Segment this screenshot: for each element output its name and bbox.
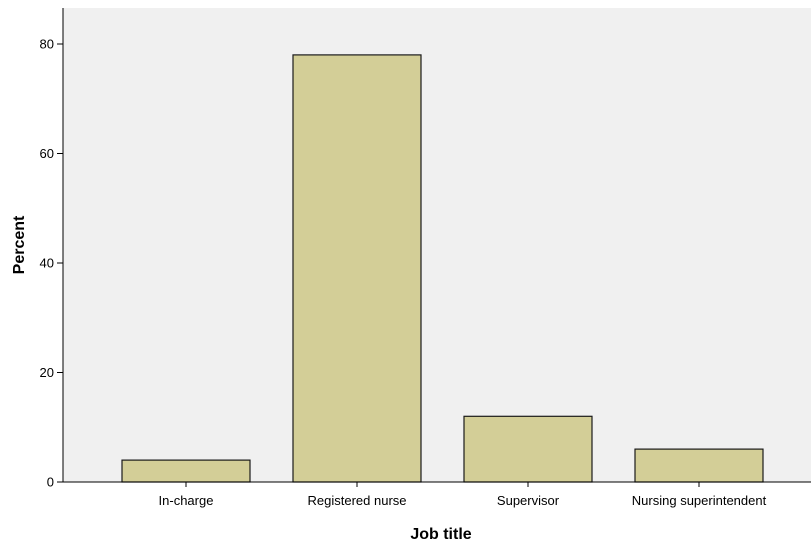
y-axis-title: Percent — [11, 215, 28, 274]
bar-nursing-superintendent — [634, 448, 764, 483]
y-tick-label: 40 — [40, 256, 54, 271]
y-tick-label: 20 — [40, 365, 54, 380]
y-tick-label: 0 — [47, 475, 54, 490]
bar-in-charge — [121, 459, 251, 483]
x-tick-label: Nursing superintendent — [632, 493, 767, 508]
x-ticks: In-charge Registered nurse Supervisor Nursi… — [159, 482, 767, 508]
bar-registered-nurse — [292, 54, 422, 483]
bars-group — [121, 54, 764, 483]
x-tick-label: Registered nurse — [308, 493, 407, 508]
y-tick-label: 60 — [40, 146, 54, 161]
y-tick-label: 80 — [40, 37, 54, 52]
x-axis-title: Job title — [410, 526, 471, 543]
x-tick-label: In-charge — [159, 493, 214, 508]
y-ticks: 0 20 40 60 80 — [40, 37, 63, 490]
x-tick-label: Supervisor — [497, 493, 560, 508]
bar-supervisor — [463, 415, 593, 483]
plot-background — [63, 8, 811, 482]
